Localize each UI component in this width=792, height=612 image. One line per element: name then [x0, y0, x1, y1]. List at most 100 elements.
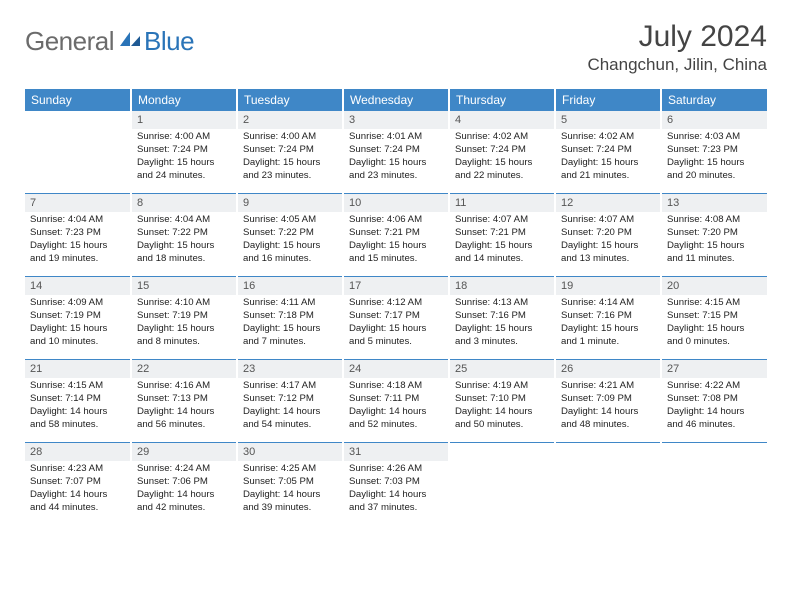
sunset-line: Sunset: 7:24 PM	[137, 144, 208, 155]
sunset-line: Sunset: 7:19 PM	[137, 310, 208, 321]
day-number: 4	[450, 111, 554, 129]
logo-text-2: Blue	[144, 26, 194, 57]
day-cell: 14Sunrise: 4:09 AMSunset: 7:19 PMDayligh…	[25, 277, 131, 360]
sunrise-line: Sunrise: 4:13 AM	[455, 297, 528, 308]
calendar-table: SundayMondayTuesdayWednesdayThursdayFrid…	[25, 89, 767, 525]
day-number: 19	[556, 277, 660, 295]
weekday-header-row: SundayMondayTuesdayWednesdayThursdayFrid…	[25, 89, 767, 111]
daylight-line: Daylight: 15 hours and 19 minutes.	[30, 240, 107, 264]
day-number: 17	[344, 277, 448, 295]
day-cell: 24Sunrise: 4:18 AMSunset: 7:11 PMDayligh…	[343, 360, 449, 443]
sunset-line: Sunset: 7:20 PM	[561, 227, 632, 238]
daylight-line: Daylight: 15 hours and 7 minutes.	[243, 323, 320, 347]
day-cell: 9Sunrise: 4:05 AMSunset: 7:22 PMDaylight…	[237, 194, 343, 277]
day-number: 20	[662, 277, 767, 295]
sunrise-line: Sunrise: 4:03 AM	[667, 131, 740, 142]
day-details: Sunrise: 4:08 AMSunset: 7:20 PMDaylight:…	[662, 212, 767, 270]
daylight-line: Daylight: 14 hours and 58 minutes.	[30, 406, 107, 430]
day-number: 1	[132, 111, 236, 129]
sunrise-line: Sunrise: 4:19 AM	[455, 380, 528, 391]
day-number: 22	[132, 360, 236, 378]
daylight-line: Daylight: 15 hours and 14 minutes.	[455, 240, 532, 264]
day-cell: 8Sunrise: 4:04 AMSunset: 7:22 PMDaylight…	[131, 194, 237, 277]
sunset-line: Sunset: 7:12 PM	[243, 393, 314, 404]
daylight-line: Daylight: 14 hours and 52 minutes.	[349, 406, 426, 430]
title-block: July 2024 Changchun, Jilin, China	[587, 20, 767, 75]
sunrise-line: Sunrise: 4:05 AM	[243, 214, 316, 225]
sunrise-line: Sunrise: 4:01 AM	[349, 131, 422, 142]
sunrise-line: Sunrise: 4:07 AM	[561, 214, 634, 225]
sunrise-line: Sunrise: 4:16 AM	[137, 380, 210, 391]
day-cell: 26Sunrise: 4:21 AMSunset: 7:09 PMDayligh…	[555, 360, 661, 443]
day-cell: 22Sunrise: 4:16 AMSunset: 7:13 PMDayligh…	[131, 360, 237, 443]
daylight-line: Daylight: 15 hours and 16 minutes.	[243, 240, 320, 264]
week-row: 28Sunrise: 4:23 AMSunset: 7:07 PMDayligh…	[25, 443, 767, 526]
sunset-line: Sunset: 7:24 PM	[243, 144, 314, 155]
sunrise-line: Sunrise: 4:26 AM	[349, 463, 422, 474]
day-number: 10	[344, 194, 448, 212]
day-details: Sunrise: 4:03 AMSunset: 7:23 PMDaylight:…	[662, 129, 767, 187]
day-details: Sunrise: 4:26 AMSunset: 7:03 PMDaylight:…	[344, 461, 448, 519]
sunset-line: Sunset: 7:21 PM	[455, 227, 526, 238]
day-details: Sunrise: 4:14 AMSunset: 7:16 PMDaylight:…	[556, 295, 660, 353]
daylight-line: Daylight: 14 hours and 46 minutes.	[667, 406, 744, 430]
weekday-header: Monday	[131, 89, 237, 111]
day-details: Sunrise: 4:04 AMSunset: 7:22 PMDaylight:…	[132, 212, 236, 270]
day-details: Sunrise: 4:02 AMSunset: 7:24 PMDaylight:…	[450, 129, 554, 187]
day-details: Sunrise: 4:23 AMSunset: 7:07 PMDaylight:…	[25, 461, 130, 519]
day-details: Sunrise: 4:22 AM Sunset: 7:08 PM Daylight:…	[662, 378, 767, 436]
daylight-line: Daylight: 15 hours and 11 minutes.	[667, 240, 744, 264]
sunset-line: Sunset: 7:16 PM	[561, 310, 632, 321]
day-number: 26	[556, 360, 660, 378]
day-number: 8	[132, 194, 236, 212]
day-cell: 11Sunrise: 4:07 AMSunset: 7:21 PMDayligh…	[449, 194, 555, 277]
day-details: Sunrise: 4:09 AMSunset: 7:19 PMDaylight:…	[25, 295, 130, 353]
day-cell: 20Sunrise: 4:15 AMSunset: 7:15 PMDayligh…	[661, 277, 767, 360]
daylight-line: Daylight: 14 hours and 42 minutes.	[137, 489, 214, 513]
day-number: 9	[238, 194, 342, 212]
day-number: 27	[662, 360, 767, 378]
day-number: 6	[662, 111, 767, 129]
day-number: 12	[556, 194, 660, 212]
sunrise-line: Sunrise: 4:24 AM	[137, 463, 210, 474]
location: Changchun, Jilin, China	[587, 55, 767, 75]
sunrise-line: Sunrise: 4:08 AM	[667, 214, 740, 225]
day-number: 14	[25, 277, 130, 295]
daylight-line: Daylight: 14 hours and 39 minutes.	[243, 489, 320, 513]
day-cell: 13Sunrise: 4:08 AMSunset: 7:20 PMDayligh…	[661, 194, 767, 277]
sunset-line: Sunset: 7:18 PM	[243, 310, 314, 321]
sunrise-line: Sunrise: 4:22 AM	[667, 380, 740, 391]
day-number: 25	[450, 360, 554, 378]
daylight-line: Daylight: 15 hours and 13 minutes.	[561, 240, 638, 264]
empty-cell	[25, 111, 131, 194]
sunset-line: Sunset: 7:08 PM	[667, 393, 738, 404]
daylight-line: Daylight: 15 hours and 5 minutes.	[349, 323, 426, 347]
weekday-header: Tuesday	[237, 89, 343, 111]
sunrise-line: Sunrise: 4:23 AM	[30, 463, 103, 474]
day-cell: 15Sunrise: 4:10 AMSunset: 7:19 PMDayligh…	[131, 277, 237, 360]
sunrise-line: Sunrise: 4:11 AM	[243, 297, 315, 308]
day-details: Sunrise: 4:19 AMSunset: 7:10 PMDaylight:…	[450, 378, 554, 436]
day-details: Sunrise: 4:13 AMSunset: 7:16 PMDaylight:…	[450, 295, 554, 353]
day-cell: 6Sunrise: 4:03 AMSunset: 7:23 PMDaylight…	[661, 111, 767, 194]
day-details: Sunrise: 4:15 AMSunset: 7:15 PMDaylight:…	[662, 295, 767, 353]
empty-cell	[661, 443, 767, 526]
calendar-page: General Blue July 2024 Changchun, Jilin,…	[0, 0, 792, 545]
daylight-line: Daylight: 15 hours and 0 minutes.	[667, 323, 744, 347]
daylight-line: Daylight: 15 hours and 3 minutes.	[455, 323, 532, 347]
sunset-line: Sunset: 7:09 PM	[561, 393, 632, 404]
calendar-body: 1 Sunrise: 4:00 AM Sunset: 7:24 PM Daylight…	[25, 111, 767, 525]
day-details: Sunrise: 4:21 AMSunset: 7:09 PMDaylight:…	[556, 378, 660, 436]
daylight-line: Daylight: 14 hours and 37 minutes.	[349, 489, 426, 513]
sunrise-line: Sunrise: 4:00 AM	[243, 131, 316, 142]
day-cell: 31Sunrise: 4:26 AMSunset: 7:03 PMDayligh…	[343, 443, 449, 526]
sunset-line: Sunset: 7:24 PM	[455, 144, 526, 155]
daylight-line: Daylight: 14 hours and 48 minutes.	[561, 406, 638, 430]
sunrise-line: Sunrise: 4:15 AM	[667, 297, 740, 308]
day-details: Sunrise: 4:07 AM Sunset: 7:20 PM Daylight:…	[556, 212, 660, 270]
day-details: Sunrise: 4:15 AMSunset: 7:14 PMDaylight:…	[25, 378, 130, 436]
day-number: 3	[344, 111, 448, 129]
day-details: Sunrise: 4:10 AMSunset: 7:19 PMDaylight:…	[132, 295, 236, 353]
day-details: Sunrise: 4:01 AMSunset: 7:24 PMDaylight:…	[344, 129, 448, 187]
sunset-line: Sunset: 7:06 PM	[137, 476, 208, 487]
